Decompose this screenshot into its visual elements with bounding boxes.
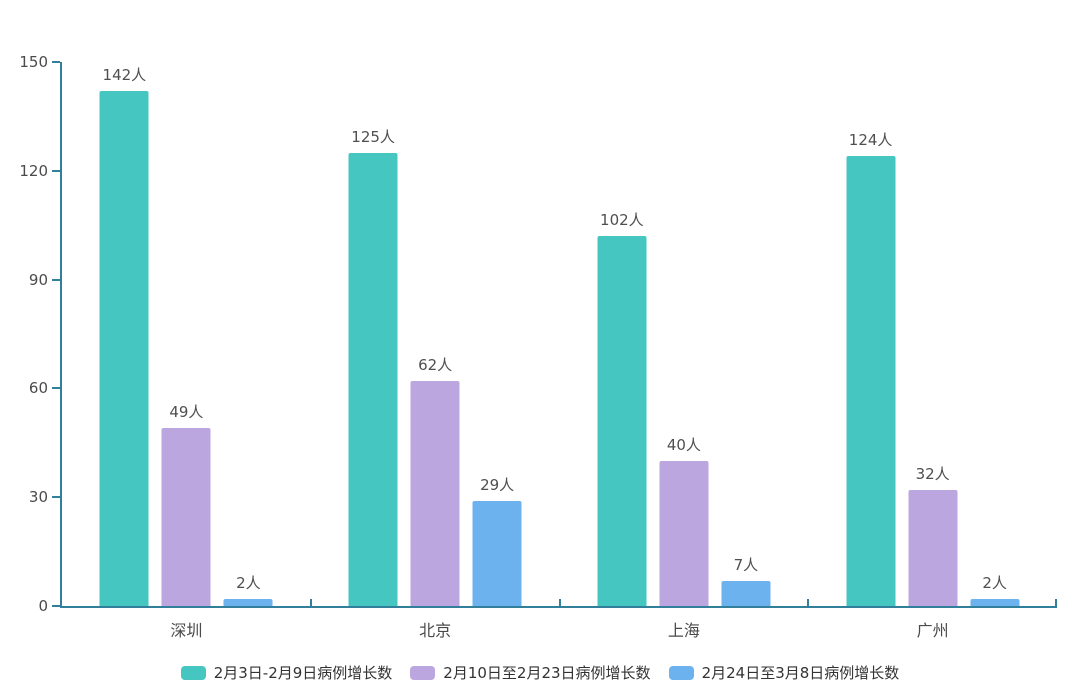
legend-swatch-icon <box>180 665 206 680</box>
y-axis-tick-label: 90 <box>28 270 48 289</box>
bar-series-2 <box>161 428 211 606</box>
bar-series-3 <box>721 580 771 606</box>
bar-value-label: 7人 <box>733 555 759 574</box>
bar-column: 29人 <box>472 62 522 606</box>
bar-value-label: 62人 <box>418 356 453 375</box>
bar-value-label: 29人 <box>480 475 515 494</box>
y-axis-tick-label: 0 <box>38 597 48 615</box>
legend-item-2[interactable]: 2月10日至2月23日病例增长数 <box>410 662 651 683</box>
legend: 2月3日-2月9日病例增长数 2月10日至2月23日病例增长数 2月24日至3月8日… <box>0 662 1080 683</box>
x-axis-category-label: 上海 <box>667 621 700 640</box>
bar-column: 142人 <box>99 62 149 606</box>
bar-series-2 <box>410 381 460 606</box>
legend-swatch-icon <box>410 665 436 680</box>
bar-group: 124人 32人 2人 <box>846 62 1020 606</box>
y-axis-tick <box>52 61 60 63</box>
bar-series-1 <box>99 91 149 606</box>
bar-series-1 <box>348 152 398 606</box>
bar-value-label: 2人 <box>236 573 261 592</box>
legend-label: 2月10日至2月23日病例增长数 <box>443 664 651 682</box>
bar-series-1 <box>597 236 647 606</box>
legend-item-1[interactable]: 2月3日-2月9日病例增长数 <box>180 662 393 683</box>
bar-series-3 <box>472 500 522 606</box>
y-axis-tick-label: 150 <box>19 53 48 71</box>
bar-column: 125人 <box>348 62 398 606</box>
bar-value-label: 124人 <box>848 131 893 150</box>
bar-group: 142人 49人 2人 <box>99 62 273 606</box>
bar-value-label: 142人 <box>102 66 147 85</box>
bar-column: 102人 <box>597 62 647 606</box>
y-axis-tick-label: 60 <box>28 379 48 398</box>
bar-column: 2人 <box>223 62 273 606</box>
x-axis-tick <box>558 599 561 606</box>
bar-column: 62人 <box>410 62 460 606</box>
bar-column: 32人 <box>908 62 958 606</box>
y-axis-tick <box>52 605 60 607</box>
bar-series-3 <box>970 598 1020 606</box>
bar-series-1 <box>846 156 896 606</box>
legend-swatch-icon <box>668 665 694 680</box>
x-axis-tick <box>1055 599 1057 606</box>
bar-column: 49人 <box>161 62 211 606</box>
y-axis-tick <box>52 169 60 172</box>
y-axis-tick <box>52 496 60 499</box>
bar-value-label: 32人 <box>915 464 950 483</box>
x-axis-category-label: 广州 <box>916 621 949 640</box>
bar-column: 40人 <box>659 62 709 606</box>
bar-column: 7人 <box>721 62 771 606</box>
bar-series-3 <box>223 598 273 606</box>
bar-value-label: 125人 <box>351 127 395 146</box>
plot-area: 0 30 60 90 120 150 142人 49人 2人深圳 125人 62人 29人北京 102人… <box>19 53 1057 640</box>
x-axis-tick <box>807 599 810 606</box>
x-axis-category-label: 北京 <box>419 621 452 640</box>
bar-value-label: 49人 <box>169 403 204 422</box>
bar-group: 125人 62人 29人 <box>348 62 522 606</box>
x-axis-category-label: 深圳 <box>170 621 203 640</box>
bar-series-2 <box>659 460 709 606</box>
bar-value-label: 102人 <box>600 211 644 230</box>
legend-label: 2月24日至3月8日病例增长数 <box>701 664 900 682</box>
y-axis-tick <box>52 278 60 281</box>
bar-group: 102人 40人 7人 <box>597 62 771 606</box>
bar-value-label: 40人 <box>666 435 701 454</box>
y-axis-tick <box>52 387 60 390</box>
y-axis-tick-label: 30 <box>28 488 48 507</box>
x-axis-tick <box>309 599 312 606</box>
bar-value-label: 2人 <box>982 573 1007 592</box>
bar-column: 124人 <box>846 62 896 606</box>
bar-column: 2人 <box>970 62 1020 606</box>
legend-item-3[interactable]: 2月24日至3月8日病例增长数 <box>668 662 900 683</box>
bar-series-2 <box>908 489 958 606</box>
y-axis-tick-label: 120 <box>19 161 48 180</box>
legend-label: 2月3日-2月9日病例增长数 <box>213 664 393 682</box>
